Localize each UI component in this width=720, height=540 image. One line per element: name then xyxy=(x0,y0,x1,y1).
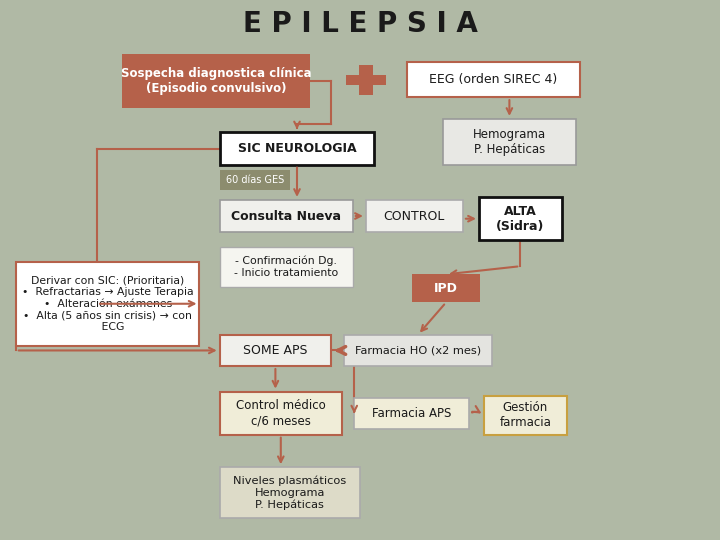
Text: Gestión
farmacia: Gestión farmacia xyxy=(499,401,552,429)
FancyBboxPatch shape xyxy=(366,200,463,232)
Text: CONTROL: CONTROL xyxy=(384,210,445,222)
FancyBboxPatch shape xyxy=(412,274,480,302)
Text: Consulta Nueva: Consulta Nueva xyxy=(231,210,341,222)
Text: IPD: IPD xyxy=(434,282,458,295)
Text: Hemograma
P. Hepáticas: Hemograma P. Hepáticas xyxy=(473,128,546,156)
FancyBboxPatch shape xyxy=(220,200,353,232)
Text: Niveles plasmáticos
Hemograma
P. Hepáticas: Niveles plasmáticos Hemograma P. Hepátic… xyxy=(233,476,346,510)
FancyBboxPatch shape xyxy=(122,54,310,108)
Text: 60 días GES: 60 días GES xyxy=(226,175,284,185)
FancyBboxPatch shape xyxy=(220,335,331,366)
FancyBboxPatch shape xyxy=(220,132,374,165)
Text: Farmacia APS: Farmacia APS xyxy=(372,407,451,420)
FancyBboxPatch shape xyxy=(220,392,342,435)
FancyBboxPatch shape xyxy=(359,65,373,95)
FancyBboxPatch shape xyxy=(479,197,562,240)
Text: EEG (orden SIREC 4): EEG (orden SIREC 4) xyxy=(429,73,557,86)
Text: Derivar con SIC: (Prioritaria)
•  Refractarias → Ajuste Terapia
•  Alteración ex: Derivar con SIC: (Prioritaria) • Refract… xyxy=(22,275,194,332)
FancyBboxPatch shape xyxy=(16,262,199,346)
Text: SOME APS: SOME APS xyxy=(243,344,307,357)
Text: Farmacia HO (x2 mes): Farmacia HO (x2 mes) xyxy=(355,346,481,355)
Text: E P I L E P S I A: E P I L E P S I A xyxy=(243,10,477,38)
FancyBboxPatch shape xyxy=(220,247,353,287)
Text: SIC NEUROLOGIA: SIC NEUROLOGIA xyxy=(238,142,356,155)
FancyBboxPatch shape xyxy=(407,62,580,97)
Text: Sospecha diagnostica clínica
(Episodio convulsivo): Sospecha diagnostica clínica (Episodio c… xyxy=(121,67,311,95)
Text: - Confirmación Dg.
- Inicio tratamiento: - Confirmación Dg. - Inicio tratamiento xyxy=(234,256,338,278)
FancyBboxPatch shape xyxy=(220,170,290,190)
FancyBboxPatch shape xyxy=(354,398,469,429)
FancyBboxPatch shape xyxy=(484,396,567,435)
FancyBboxPatch shape xyxy=(344,335,492,366)
FancyBboxPatch shape xyxy=(220,467,360,518)
Text: ALTA
(Sidra): ALTA (Sidra) xyxy=(496,205,544,233)
FancyBboxPatch shape xyxy=(346,75,386,85)
Text: Control médico
c/6 meses: Control médico c/6 meses xyxy=(236,399,325,427)
FancyBboxPatch shape xyxy=(443,119,576,165)
